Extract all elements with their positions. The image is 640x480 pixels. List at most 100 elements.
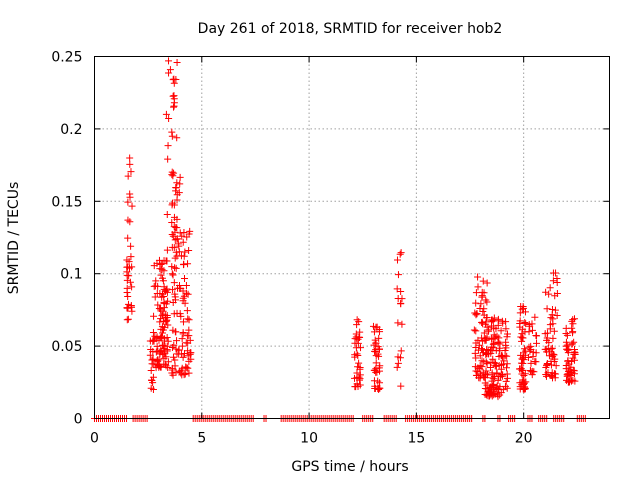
data-point [183, 332, 191, 340]
data-point [353, 316, 361, 324]
grid-lines [94, 56, 610, 419]
data-point [570, 338, 578, 346]
data-point [168, 364, 176, 372]
data-point [553, 311, 561, 319]
data-point [474, 273, 482, 281]
data-point [542, 363, 550, 371]
data-point [483, 345, 491, 353]
data-point [397, 300, 405, 308]
data-point [124, 234, 132, 242]
data-point [128, 283, 136, 291]
data-point [570, 348, 578, 356]
data-point [171, 356, 179, 364]
data-point [185, 230, 193, 238]
data-point [124, 293, 132, 301]
data-point [169, 271, 177, 279]
data-point [494, 376, 502, 384]
data-point [168, 270, 176, 278]
data-point [481, 320, 489, 328]
data-point [519, 359, 527, 367]
data-point [564, 378, 572, 386]
data-point [570, 370, 578, 378]
data-point [569, 316, 577, 324]
data-point [162, 110, 170, 118]
data-point [356, 363, 364, 371]
data-point [517, 333, 525, 341]
data-point [525, 343, 533, 351]
data-point [125, 258, 133, 266]
data-point [481, 391, 489, 399]
data-point [486, 383, 494, 391]
data-point [147, 376, 155, 384]
data-point [170, 102, 178, 110]
data-point [487, 358, 495, 366]
data-point [171, 228, 179, 236]
data-point [394, 359, 402, 367]
data-point [503, 352, 511, 360]
data-point [503, 384, 511, 392]
data-point [567, 372, 575, 380]
data-point [569, 376, 577, 384]
data-point [543, 336, 551, 344]
data-point [489, 355, 497, 363]
data-point [488, 335, 496, 342]
data-point [397, 347, 405, 355]
data-point [531, 313, 539, 321]
data-point [497, 361, 505, 369]
data-point [480, 329, 488, 337]
y-axis-ticks: 0 0.05 0.1 0.15 0.2 0.25 [51, 50, 610, 428]
data-point [152, 348, 160, 356]
data-point [169, 326, 177, 334]
data-point [374, 350, 382, 358]
data-point [165, 69, 173, 77]
data-point [503, 360, 511, 368]
data-point [471, 363, 479, 371]
data-point [549, 277, 557, 285]
data-point [398, 295, 406, 303]
data-point [563, 331, 571, 339]
data-point [146, 351, 154, 359]
data-point [483, 360, 491, 368]
data-point [543, 305, 551, 313]
data-point [158, 341, 166, 349]
data-point [178, 342, 186, 350]
data-point [483, 279, 491, 287]
data-point [353, 335, 361, 343]
data-point [128, 202, 136, 210]
data-point [550, 327, 558, 335]
data-point [503, 330, 511, 338]
data-point [529, 353, 537, 361]
data-point [485, 326, 493, 334]
data-point [541, 345, 549, 353]
data-point [158, 290, 166, 298]
data-point [157, 333, 165, 341]
data-point [170, 95, 178, 103]
data-point [397, 382, 405, 390]
y-tick-label: 0.15 [51, 194, 82, 210]
data-point [550, 351, 558, 359]
data-point [178, 335, 186, 343]
data-point [126, 278, 134, 286]
data-point [571, 356, 579, 364]
x-tick-label: 5 [197, 431, 206, 447]
data-point [532, 358, 540, 366]
data-point [169, 172, 177, 180]
data-point [185, 326, 193, 334]
data-point [499, 319, 507, 327]
data-point [393, 256, 401, 264]
data-point [476, 365, 484, 373]
data-point [398, 320, 406, 328]
data-point [154, 301, 162, 309]
data-point [163, 342, 171, 350]
data-point [153, 342, 161, 350]
data-point [526, 322, 534, 330]
data-point [480, 305, 488, 313]
data-point [374, 377, 382, 385]
data-point [483, 314, 491, 322]
data-point [127, 253, 135, 261]
data-point [173, 309, 181, 317]
data-point [477, 300, 485, 308]
data-point [354, 351, 362, 359]
data-point [158, 323, 166, 331]
data-point [471, 349, 479, 357]
